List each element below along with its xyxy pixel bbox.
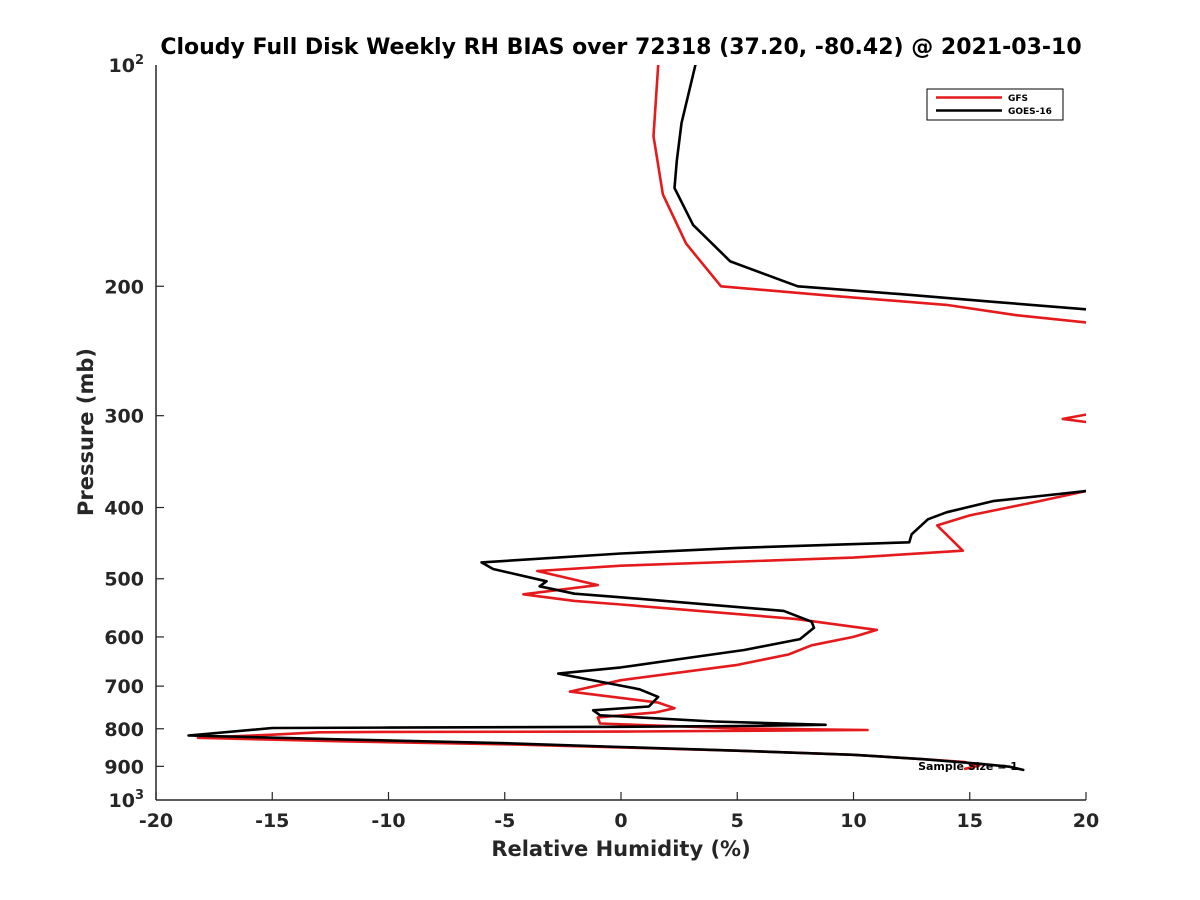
x-tick-label: -20 xyxy=(139,810,173,832)
y-tick-label: 600 xyxy=(104,627,144,649)
y-axis-label: Pressure (mb) xyxy=(74,348,98,516)
y-tick-label: 102 xyxy=(109,53,145,77)
x-tick-label: 0 xyxy=(614,810,627,832)
y-tick-label: 200 xyxy=(104,276,144,298)
y-tick-label: 800 xyxy=(104,719,144,741)
series-line-gfs-1 xyxy=(1061,413,1086,424)
legend-entry-goes-16: GOES-16 xyxy=(1008,107,1052,117)
y-tick-label: 103 xyxy=(109,788,145,812)
series-line-goes-16-0 xyxy=(673,65,1086,311)
legend: GFS GOES-16 xyxy=(926,88,1064,121)
y-tick-label: 900 xyxy=(104,756,144,778)
plot-background xyxy=(156,65,1086,800)
legend-entry-gfs: GFS xyxy=(1008,94,1028,104)
y-axis-ticks: 102 200 300 400 500 600 700 800 900 103 xyxy=(104,53,164,812)
y-tick-label: 500 xyxy=(104,569,144,591)
legend-box xyxy=(926,88,1064,121)
x-tick-label: 20 xyxy=(1073,810,1099,832)
x-tick-label: -5 xyxy=(494,810,515,832)
x-tick-label: 5 xyxy=(731,810,744,832)
series-line-goes-16-1 xyxy=(187,489,1086,772)
x-axis-label: Relative Humidity (%) xyxy=(491,837,750,861)
series-layer xyxy=(187,65,1086,772)
chart-title: Cloudy Full Disk Weekly RH BIAS over 723… xyxy=(160,35,1081,60)
y-tick-label: 300 xyxy=(104,406,144,428)
y-tick-label: 700 xyxy=(104,676,144,698)
x-tick-label: -10 xyxy=(371,810,405,832)
x-axis-ticks: -20 -15 -10 -5 0 5 10 15 20 xyxy=(139,792,1099,832)
x-tick-label: 10 xyxy=(840,810,866,832)
sample-size-annotation: Sample Size = 1 xyxy=(918,760,1018,773)
series-line-gfs-0 xyxy=(652,65,1086,324)
y-tick-label: 400 xyxy=(104,498,144,520)
x-tick-label: -15 xyxy=(255,810,289,832)
x-tick-label: 15 xyxy=(957,810,983,832)
